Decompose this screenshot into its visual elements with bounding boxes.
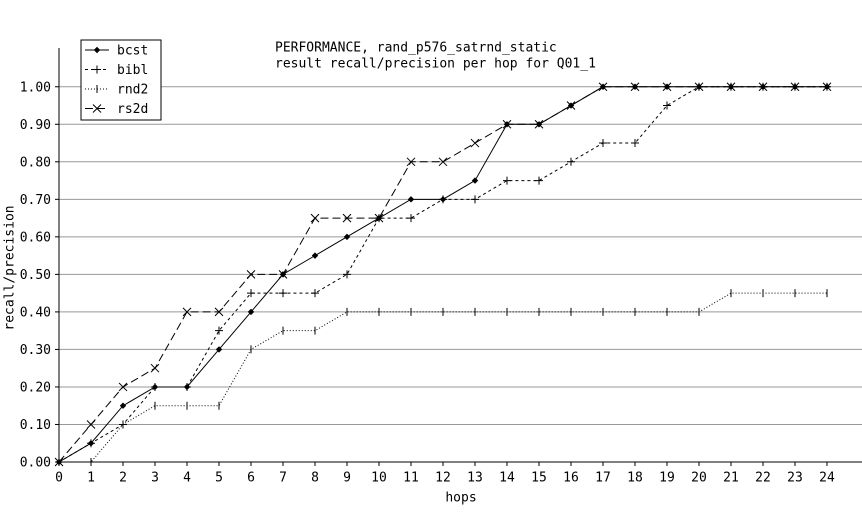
x-tick-label: 6 (247, 471, 255, 486)
data-point (278, 270, 288, 279)
legend-box (80, 39, 162, 121)
data-point (758, 82, 768, 92)
data-point (663, 101, 671, 110)
x-tick-label: 21 (723, 471, 739, 486)
y-tick-label: 0.00 (20, 456, 51, 471)
data-point (311, 252, 319, 259)
data-point (599, 139, 607, 148)
data-point (790, 82, 800, 92)
legend-label: rnd2 (117, 83, 148, 98)
y-tick-label: 1.00 (20, 80, 51, 95)
data-point (118, 382, 128, 392)
data-point (279, 289, 287, 298)
data-point (215, 346, 223, 353)
chart-subtitle: result recall/precision per hop for Q01_… (275, 57, 596, 72)
legend-marker (92, 104, 102, 113)
y-tick-label: 0.20 (20, 380, 51, 395)
x-tick-label: 22 (755, 471, 771, 486)
y-tick-label: 0.30 (20, 343, 51, 358)
data-point (246, 270, 256, 279)
data-point (438, 157, 448, 167)
legend-label: bibl (117, 63, 148, 78)
y-tick-label: 0.60 (20, 230, 51, 245)
data-point (406, 157, 416, 167)
y-tick-label: 0.80 (20, 155, 51, 170)
x-tick-label: 20 (691, 471, 707, 486)
x-tick-label: 3 (151, 471, 159, 486)
data-point (182, 307, 192, 317)
data-point (502, 119, 512, 129)
legend-label: bcst (117, 44, 148, 59)
data-point (471, 195, 479, 204)
data-point (119, 402, 127, 409)
x-tick-label: 17 (595, 471, 611, 486)
x-tick-label: 8 (311, 471, 319, 486)
data-point (87, 439, 95, 448)
x-tick-label: 1 (87, 471, 95, 486)
y-tick-label: 0.50 (20, 268, 51, 283)
data-point (822, 82, 832, 92)
data-point (631, 139, 639, 148)
data-point (214, 307, 224, 317)
data-point (343, 270, 351, 279)
x-tick-label: 24 (819, 471, 835, 486)
x-tick-label: 13 (467, 471, 483, 486)
x-tick-label: 23 (787, 471, 803, 486)
data-point (566, 101, 576, 110)
data-point (151, 382, 159, 391)
data-point (310, 213, 320, 223)
x-tick-label: 16 (563, 471, 579, 486)
data-point (439, 195, 447, 204)
data-point (407, 214, 415, 223)
x-tick-label: 4 (183, 471, 191, 486)
data-point (86, 420, 96, 429)
x-tick-label: 15 (531, 471, 547, 486)
data-point (535, 176, 543, 185)
data-point (343, 233, 351, 241)
x-axis-label: hops (445, 491, 476, 506)
x-tick-label: 7 (279, 471, 287, 486)
data-point (662, 82, 672, 92)
legend-label: rs2d (117, 102, 148, 117)
data-point (567, 157, 575, 166)
data-point (342, 213, 352, 223)
data-point (311, 289, 319, 298)
data-point (694, 82, 704, 92)
x-tick-label: 11 (403, 471, 419, 486)
x-tick-label: 18 (627, 471, 643, 486)
data-point (726, 82, 736, 92)
data-point (503, 176, 511, 185)
data-point (407, 196, 415, 203)
x-tick-label: 2 (119, 471, 127, 486)
legend-marker (93, 46, 101, 54)
y-axis-label: recall/precision (3, 205, 18, 330)
chart-title: PERFORMANCE, rand_p576_satrnd_static (275, 41, 557, 56)
data-point (534, 119, 544, 129)
data-point (470, 138, 480, 148)
x-tick-label: 19 (659, 471, 675, 486)
y-tick-label: 0.70 (20, 193, 51, 208)
data-point (630, 82, 640, 92)
data-point (374, 213, 384, 223)
x-tick-label: 9 (343, 471, 351, 486)
data-point (183, 382, 191, 391)
x-tick-label: 0 (55, 471, 63, 486)
data-point (150, 363, 160, 373)
y-tick-label: 0.40 (20, 305, 51, 320)
data-point (471, 177, 479, 184)
data-point (215, 326, 223, 335)
data-point (598, 82, 608, 92)
data-point (247, 289, 255, 298)
y-tick-label: 0.10 (20, 418, 51, 433)
x-tick-label: 10 (371, 471, 387, 486)
legend-marker (93, 65, 101, 74)
x-tick-label: 12 (435, 471, 451, 486)
x-tick-label: 14 (499, 471, 515, 486)
x-tick-label: 5 (215, 471, 223, 486)
y-tick-label: 0.90 (20, 118, 51, 133)
data-point (247, 308, 255, 316)
data-point (54, 457, 64, 467)
